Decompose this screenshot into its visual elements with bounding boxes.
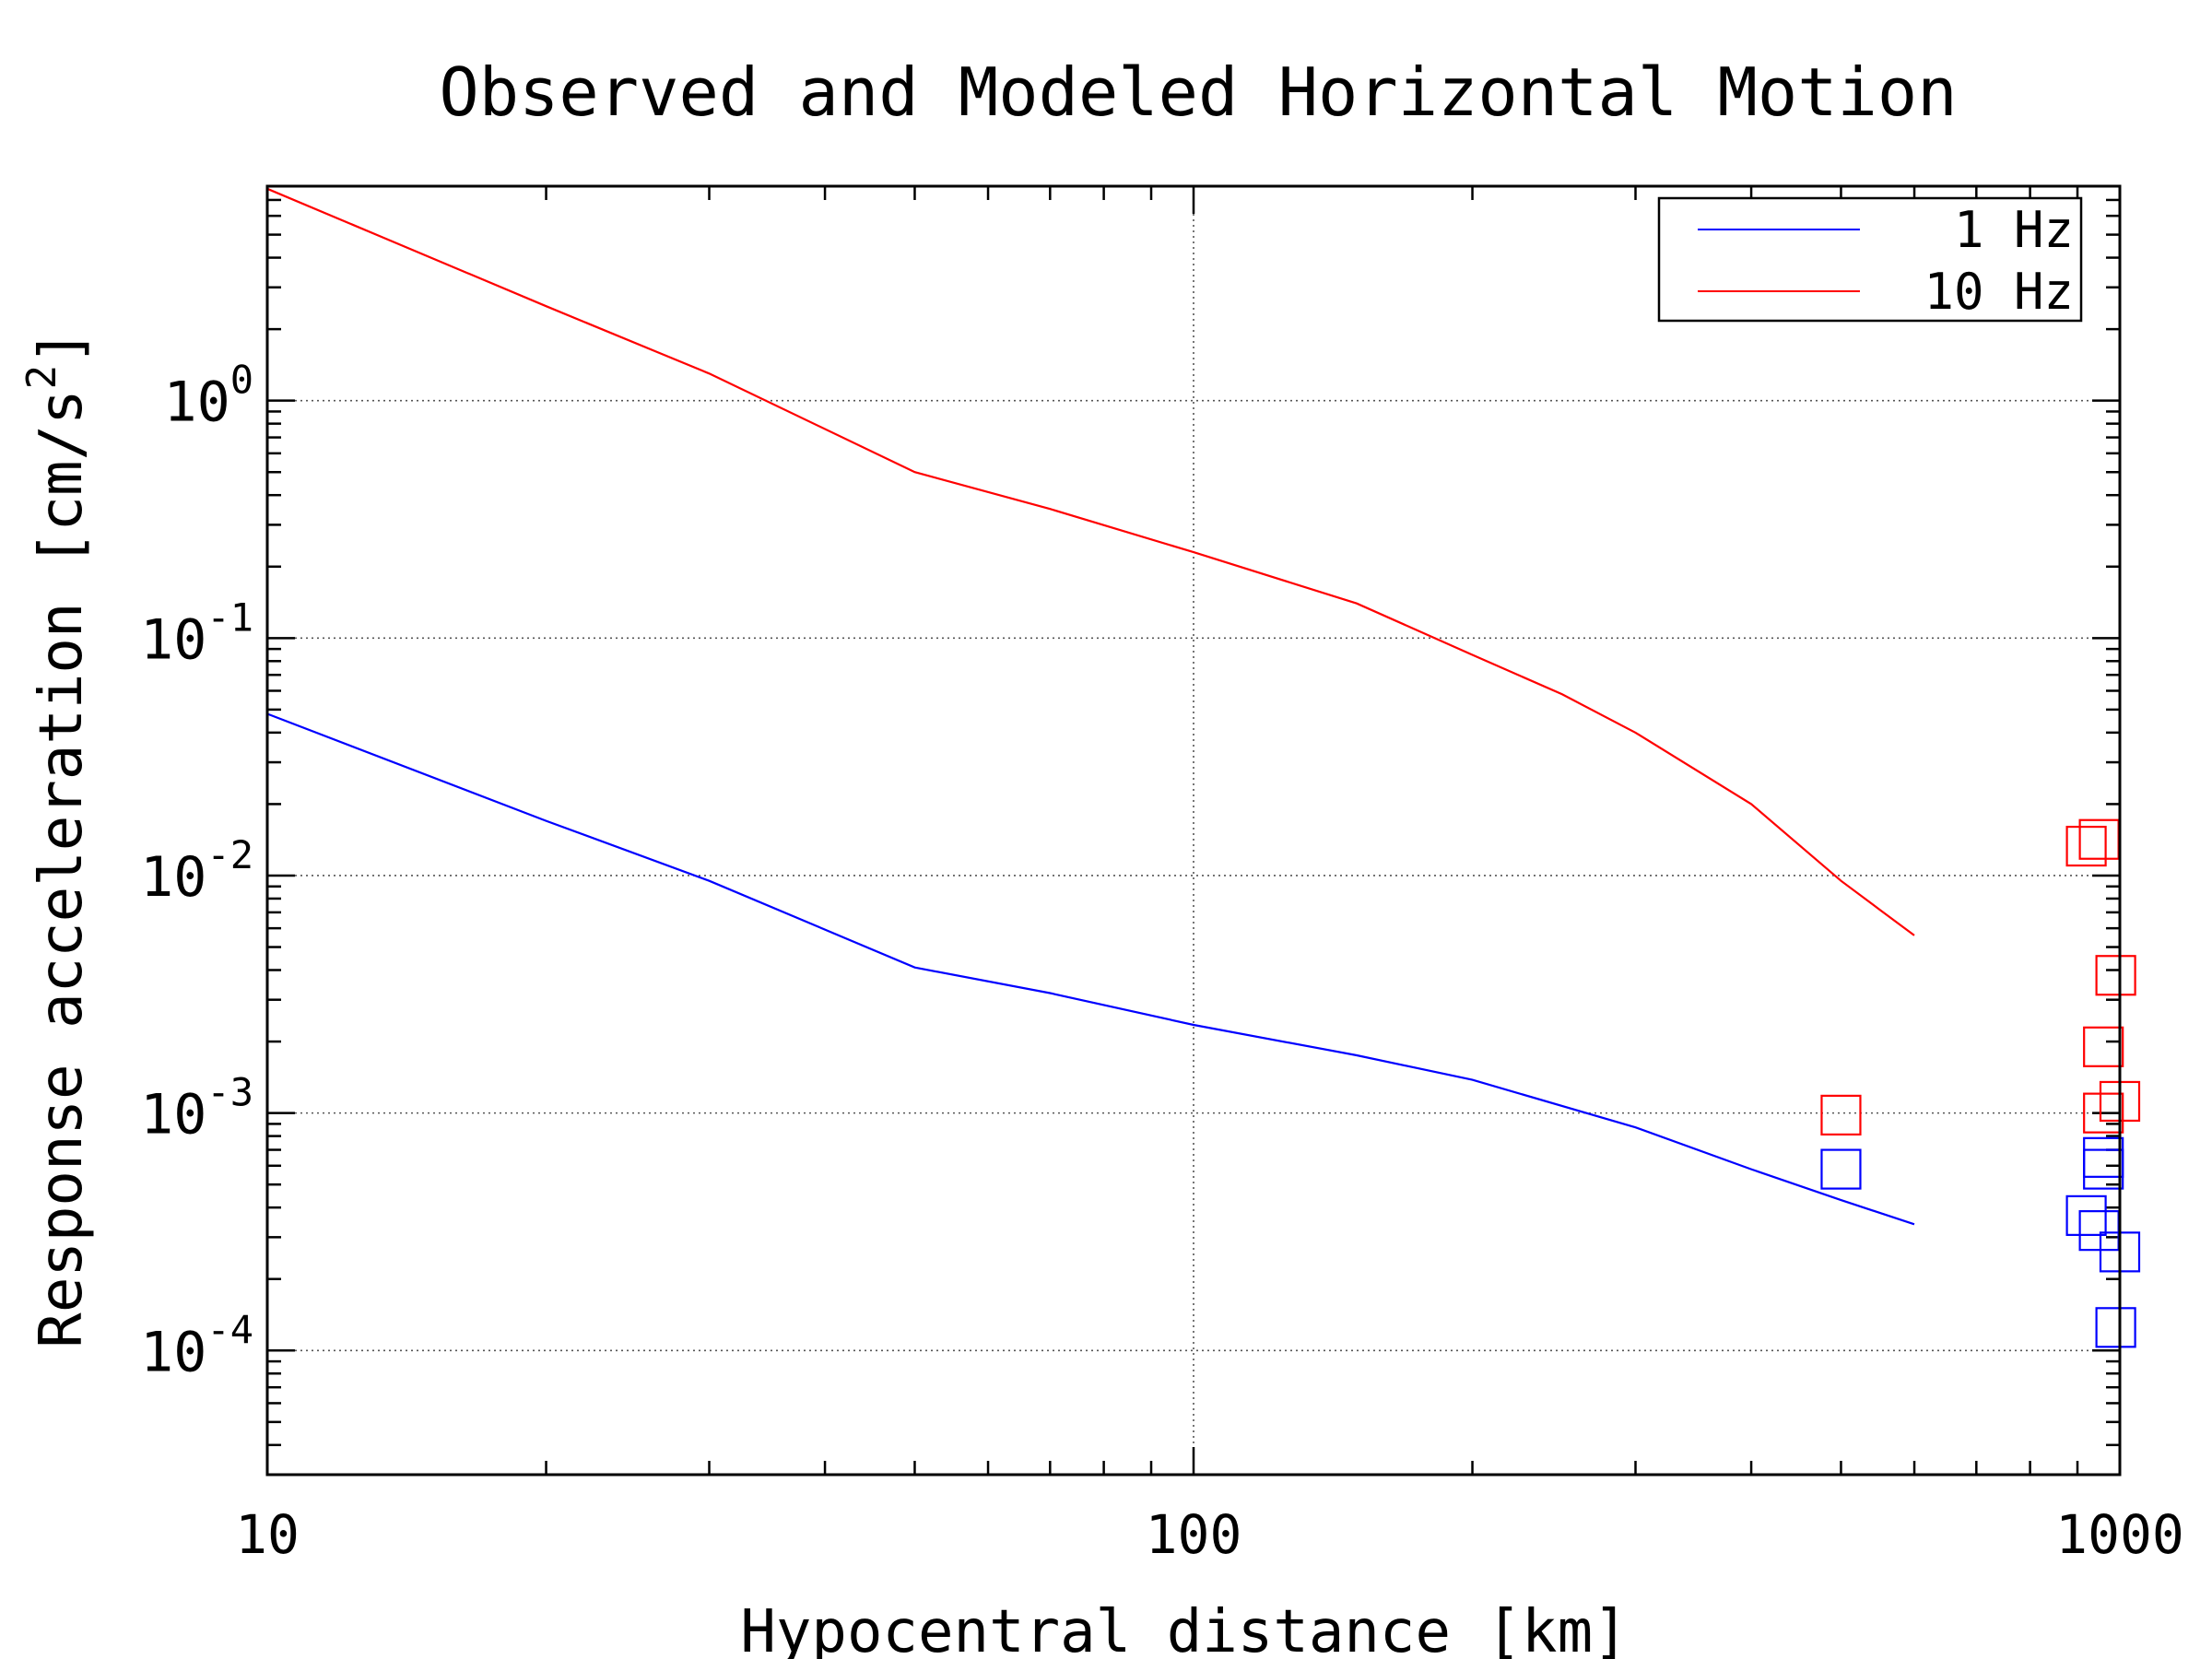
x-tick-labels: 10 100 1000 (235, 1503, 2184, 1566)
observation-point (1820, 1094, 1862, 1135)
y-axis-label-superscript: 2 (18, 365, 65, 390)
observation-point (2065, 825, 2107, 867)
series-line-10hz (266, 187, 1915, 936)
y-tick-label: 10-4 (140, 1307, 253, 1384)
legend-label-10hz: 10 Hz (1924, 263, 2074, 321)
series-line-1hz (266, 712, 1915, 1226)
legend-label-1hz: 1 Hz (1954, 201, 2074, 259)
legend-box (1657, 196, 2083, 323)
chart-title: Observed and Modeled Horizontal Motion (439, 53, 1957, 131)
y-tick-label-exponent: -2 (206, 832, 253, 877)
y-tick-label-base: 10 (140, 1083, 206, 1147)
y-tick-label: 10-1 (140, 594, 253, 672)
y-tick-label: 10-2 (140, 832, 253, 910)
observation-point (2083, 1026, 2124, 1067)
observation-point (2095, 1307, 2136, 1348)
series-lines (266, 187, 1915, 1226)
y-tick-label-exponent: -1 (206, 594, 253, 640)
x-tick-label: 100 (1146, 1503, 1242, 1566)
y-tick-label: 100 (163, 358, 253, 435)
y-axis-label-close: ] (28, 329, 96, 365)
grid (267, 186, 2120, 1475)
y-tick-label: 10-3 (140, 1070, 253, 1147)
y-tick-label-base: 10 (140, 607, 206, 672)
observation-point (2095, 955, 2136, 996)
y-axis-label-text: Response acceleration [cm/s (28, 389, 96, 1347)
x-axis-label: Hypocentral distance [km] (740, 1598, 1628, 1659)
x-tick-label: 10 (235, 1503, 300, 1566)
x-tick-label: 1000 (2055, 1503, 2184, 1566)
y-tick-label-base: 10 (140, 1320, 206, 1384)
observation-point (2083, 1092, 2124, 1134)
observation-point (2083, 1148, 2124, 1190)
observation-point (1820, 1148, 1862, 1190)
observation-point (2065, 1194, 2107, 1236)
y-tick-label-exponent: -3 (206, 1070, 253, 1115)
y-tick-label-exponent: 0 (230, 358, 253, 403)
y-tick-label-base: 10 (140, 845, 206, 910)
y-axis-label: Response acceleration [cm/s2] (18, 329, 96, 1347)
y-tick-label-base: 10 (163, 371, 229, 435)
y-tick-label-exponent: -4 (206, 1307, 253, 1352)
legend: 1 Hz 10 Hz (1657, 196, 2083, 323)
plot-frame (265, 184, 2122, 1477)
